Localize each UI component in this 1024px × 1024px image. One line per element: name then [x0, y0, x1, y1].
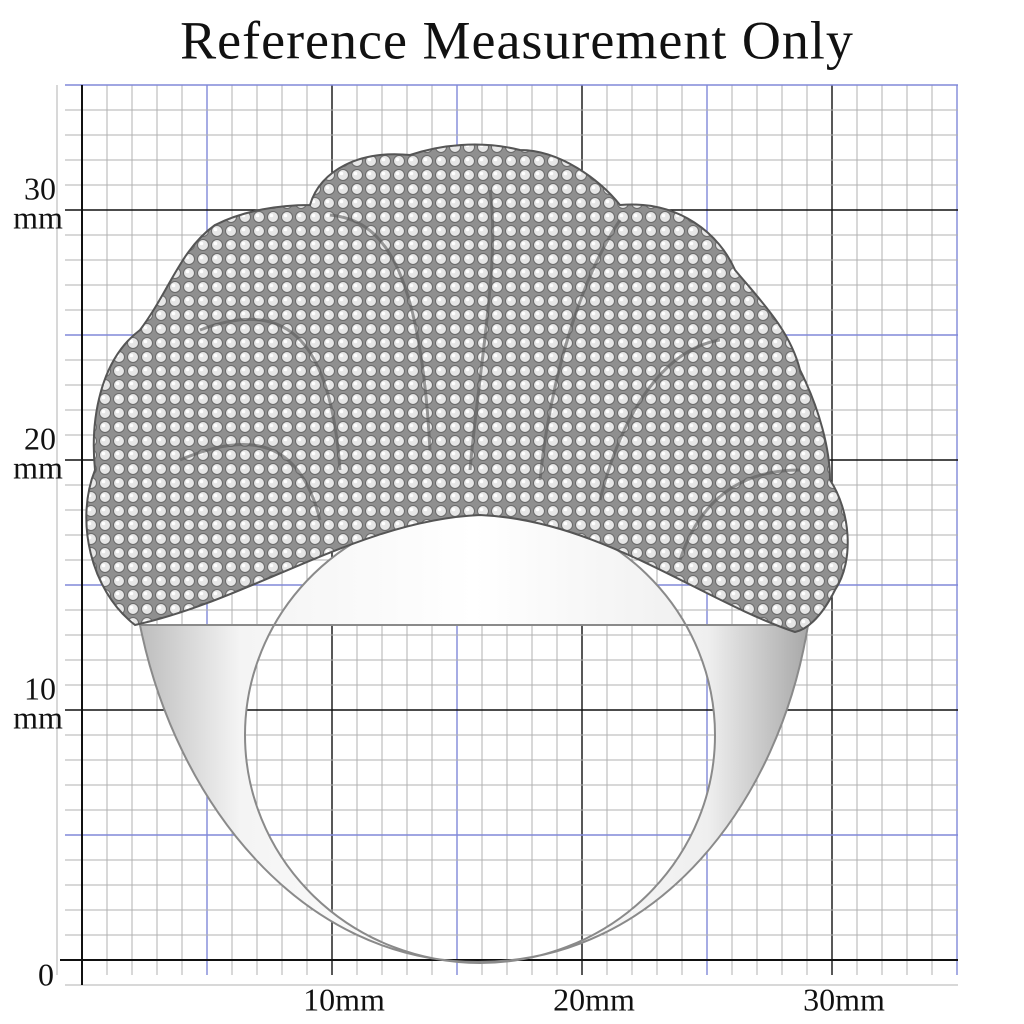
- ring-dome: [85, 143, 849, 634]
- y-label-unit: mm: [13, 199, 63, 235]
- ridges: [179, 189, 801, 561]
- origin-label: 0: [38, 956, 54, 992]
- x-label: 30mm: [803, 981, 885, 1017]
- title: Reference Measurement Only: [180, 10, 854, 70]
- y-label-number: 10: [24, 670, 56, 706]
- y-label-number: 30: [24, 170, 56, 206]
- ring: [85, 143, 849, 964]
- y-label-unit: mm: [13, 699, 63, 735]
- x-label: 10mm: [303, 981, 385, 1017]
- y-label-number: 20: [24, 420, 56, 456]
- y-label-unit: mm: [13, 449, 63, 485]
- x-label: 20mm: [553, 981, 635, 1017]
